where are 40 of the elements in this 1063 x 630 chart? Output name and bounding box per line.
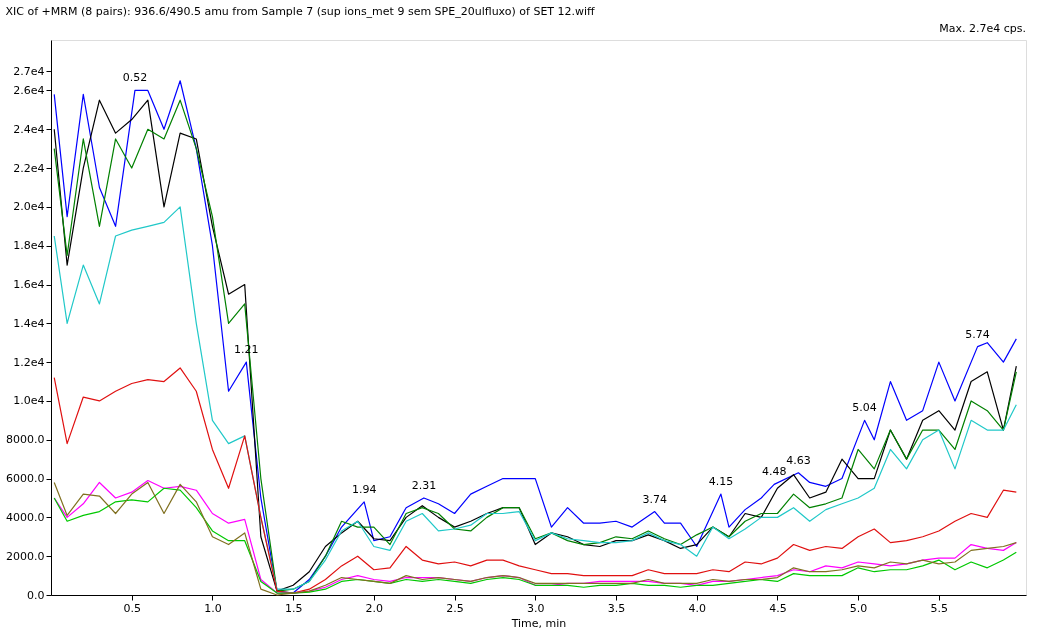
x-tick-label: 1.0 <box>204 601 222 615</box>
line-series <box>53 367 1017 594</box>
y-tick-label: 6000.0 <box>6 472 45 486</box>
x-tick-label: 2.0 <box>365 601 384 615</box>
y-tick-label: 2.6e4 <box>13 83 45 97</box>
annotation: 4.15 <box>708 475 734 489</box>
x-tick-label: 3.5 <box>607 601 626 615</box>
x-tick-label: 1.5 <box>284 601 303 615</box>
annotation: 5.04 <box>852 401 877 415</box>
y-tick-label: 1.8e4 <box>13 239 45 253</box>
y-tick-label: 8000.0 <box>6 433 45 447</box>
line-series <box>53 206 1017 590</box>
y-tick-label: 2.2e4 <box>13 161 45 175</box>
y-tick-label: 1.4e4 <box>13 316 45 330</box>
y-tick-label: 2.7e4 <box>13 64 45 78</box>
annotation: 1.94 <box>351 482 377 496</box>
y-tick-label: 2000.0 <box>6 549 45 563</box>
annotation: 4.63 <box>786 453 811 467</box>
y-tick-label: 2.4e4 <box>13 122 45 136</box>
annotation: 2.31 <box>411 478 437 492</box>
x-tick-label: 4.5 <box>769 601 787 615</box>
x-tick-label: 2.5 <box>446 601 464 615</box>
x-axis-title: Time, min <box>510 616 567 630</box>
x-tick-label: 4.0 <box>688 601 706 615</box>
y-tick-label: 4000.0 <box>6 510 45 524</box>
chart-title: XIC of +MRM (8 pairs): 936.6/490.5 amu from Sample 7 (sup ions_met 9 sem SPE_20ulfluxo) of SET 12.wiff <box>5 5 596 18</box>
y-tick-label: 1.0e4 <box>13 394 45 408</box>
x-tick-label: 0.5 <box>123 601 141 615</box>
x-tick-label: 5.0 <box>849 601 868 615</box>
annotation: 3.74 <box>642 492 667 506</box>
annotation: 5.74 <box>965 327 990 341</box>
y-tick-label: 0.0 <box>27 588 45 602</box>
y-tick-label: 2.0e4 <box>13 200 45 214</box>
text: Max. 2.7e4 cps. <box>939 22 1026 35</box>
annotation: 0.52 <box>122 71 148 85</box>
y-tick-label: 1.6e4 <box>13 278 45 292</box>
x-tick-label: 3.0 <box>527 601 545 615</box>
y-tick-label: 1.2e4 <box>13 355 45 369</box>
x-tick-label: 5.5 <box>930 601 949 615</box>
annotation: 4.48 <box>761 465 787 479</box>
